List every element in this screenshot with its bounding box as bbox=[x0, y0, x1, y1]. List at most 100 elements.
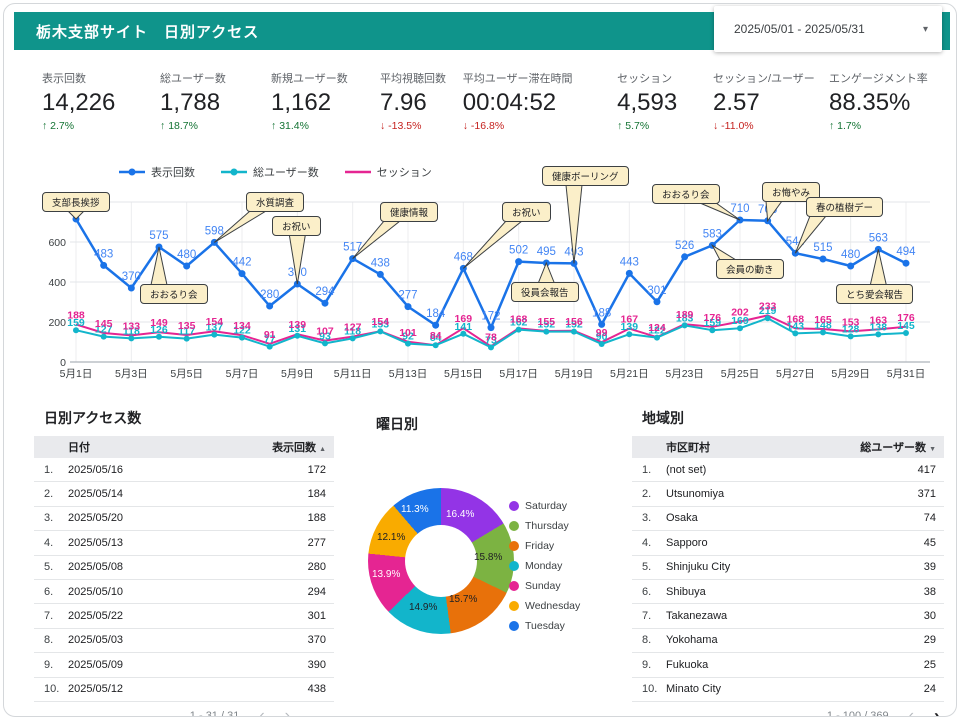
row-value: 280 bbox=[307, 561, 326, 574]
legend-item[interactable]: 総ユーザー数 bbox=[221, 164, 319, 180]
svg-text:143: 143 bbox=[787, 320, 805, 332]
table-row[interactable]: 5. Shinjuku City 39 bbox=[632, 556, 944, 580]
svg-text:149: 149 bbox=[150, 317, 168, 329]
row-value: 294 bbox=[307, 585, 326, 598]
kpi-value: 14,226 bbox=[42, 89, 116, 116]
row-number: 9. bbox=[44, 658, 54, 671]
prev-page-icon[interactable]: ‹ bbox=[908, 706, 914, 717]
date-range-picker[interactable]: 2025/05/01 - 2025/05/31 ▾ bbox=[714, 6, 942, 52]
svg-text:145: 145 bbox=[897, 320, 915, 332]
legend-swatch bbox=[221, 168, 247, 176]
svg-text:583: 583 bbox=[703, 228, 722, 240]
region-table-body: 1. (not set) 417 2. Utsunomiya 371 3. Osak… bbox=[632, 458, 944, 702]
row-key: 2025/05/13 bbox=[68, 536, 124, 549]
svg-text:134: 134 bbox=[233, 320, 251, 332]
table-row[interactable]: 3. Osaka 74 bbox=[632, 507, 944, 532]
kpi-label: セッション bbox=[617, 73, 673, 85]
kpi-delta: ↓ -13.5% bbox=[380, 120, 422, 132]
row-value: 39 bbox=[923, 561, 936, 574]
table-row[interactable]: 3. 2025/05/20 188 bbox=[34, 507, 334, 532]
legend-item[interactable]: 表示回数 bbox=[119, 164, 195, 180]
row-value: 188 bbox=[307, 512, 326, 525]
table-row[interactable]: 2. Utsunomiya 371 bbox=[632, 482, 944, 507]
weekday-legend-item[interactable]: Friday bbox=[509, 540, 580, 552]
weekday-legend-item[interactable]: Tuesday bbox=[509, 620, 580, 632]
row-key: Shinjuku City bbox=[666, 561, 731, 574]
region-table-header: 市区町村 総ユーザー数 ▼ bbox=[632, 436, 944, 458]
table-row[interactable]: 4. 2025/05/13 277 bbox=[34, 531, 334, 556]
table-row[interactable]: 7. 2025/05/22 301 bbox=[34, 604, 334, 629]
chart-annotation: 会員の動き bbox=[716, 259, 784, 279]
chart-annotation: 水質調査 bbox=[246, 192, 305, 212]
timeseries-chart-panel: 表示回数 総ユーザー数 セッション 02004006008005月1日5月3日5… bbox=[24, 154, 944, 389]
table-row[interactable]: 6. Shibuya 38 bbox=[632, 580, 944, 605]
views-column-header[interactable]: 表示回数 ▲ bbox=[272, 442, 326, 454]
date-column-header[interactable]: 日付 bbox=[68, 442, 90, 454]
table-row[interactable]: 7. Takanezawa 30 bbox=[632, 604, 944, 629]
daily-access-table-panel: 日別アクセス数 日付 表示回数 ▲ 1. 2025/05/16 172 2. 202… bbox=[34, 404, 334, 717]
page-range-label: 1 - 31 / 31 bbox=[189, 709, 240, 717]
weekday-legend-item[interactable]: Saturday bbox=[509, 500, 580, 512]
svg-text:5月11日: 5月11日 bbox=[334, 368, 372, 380]
legend-item[interactable]: セッション bbox=[344, 164, 432, 180]
svg-text:168: 168 bbox=[787, 313, 805, 325]
row-value: 29 bbox=[923, 634, 936, 647]
table-row[interactable]: 2. 2025/05/14 184 bbox=[34, 482, 334, 507]
weekday-legend-item[interactable]: Sunday bbox=[509, 580, 580, 592]
row-value: 172 bbox=[307, 463, 326, 476]
table-row[interactable]: 1. (not set) 417 bbox=[632, 458, 944, 483]
svg-text:495: 495 bbox=[537, 246, 556, 258]
timeseries-chart[interactable]: 02004006008005月1日5月3日5月5日5月7日5月9日5月11日5月… bbox=[24, 154, 944, 386]
table-row[interactable]: 4. Sapporo 45 bbox=[632, 531, 944, 556]
row-value: 390 bbox=[307, 658, 326, 671]
prev-page-icon[interactable]: ‹ bbox=[259, 706, 265, 717]
svg-text:502: 502 bbox=[509, 245, 528, 257]
row-number: 10. bbox=[642, 683, 658, 696]
row-key: 2025/05/03 bbox=[68, 634, 124, 647]
table-row[interactable]: 8. 2025/05/03 370 bbox=[34, 629, 334, 654]
city-column-header[interactable]: 市区町村 bbox=[666, 442, 710, 454]
next-page-icon[interactable]: › bbox=[934, 705, 940, 717]
table-row[interactable]: 5. 2025/05/08 280 bbox=[34, 556, 334, 580]
table-row[interactable]: 1. 2025/05/16 172 bbox=[34, 458, 334, 483]
daily-table-body: 1. 2025/05/16 172 2. 2025/05/14 184 3. 202… bbox=[34, 458, 334, 702]
weekday-donut-chart[interactable] bbox=[368, 488, 514, 634]
svg-text:145: 145 bbox=[95, 318, 113, 330]
svg-text:438: 438 bbox=[371, 257, 390, 269]
legend-label: Friday bbox=[525, 540, 555, 552]
sort-desc-icon: ▼ bbox=[929, 446, 936, 453]
svg-text:124: 124 bbox=[648, 322, 666, 334]
svg-text:155: 155 bbox=[538, 316, 556, 328]
legend-color-dot bbox=[509, 581, 519, 591]
row-value: 25 bbox=[923, 658, 936, 671]
chart-annotation: 役員会報告 bbox=[511, 282, 579, 302]
donut-percent-label: 16.4% bbox=[446, 509, 475, 520]
row-number: 8. bbox=[44, 634, 54, 647]
svg-text:107: 107 bbox=[316, 326, 334, 338]
row-value: 24 bbox=[923, 683, 936, 696]
weekday-legend-item[interactable]: Monday bbox=[509, 560, 580, 572]
svg-text:156: 156 bbox=[565, 316, 583, 328]
users-column-header[interactable]: 総ユーザー数 ▼ bbox=[860, 442, 936, 454]
svg-text:5月1日: 5月1日 bbox=[60, 368, 93, 380]
next-page-icon[interactable]: › bbox=[284, 706, 290, 717]
table-row[interactable]: 6. 2025/05/10 294 bbox=[34, 580, 334, 605]
donut-percent-label: 14.9% bbox=[409, 602, 438, 613]
svg-text:152: 152 bbox=[565, 319, 583, 331]
row-number: 2. bbox=[44, 488, 54, 501]
table-row[interactable]: 10. 2025/05/12 438 bbox=[34, 678, 334, 702]
table-row[interactable]: 8. Yokohama 29 bbox=[632, 629, 944, 654]
legend-label: Tuesday bbox=[525, 620, 565, 632]
svg-text:5月21日: 5月21日 bbox=[610, 368, 649, 380]
table-row[interactable]: 9. 2025/05/09 390 bbox=[34, 653, 334, 678]
row-key: Sapporo bbox=[666, 536, 708, 549]
kpi-value: 2.57 bbox=[712, 89, 760, 116]
kpi-label: 平均ユーザー滞在時間 bbox=[462, 73, 573, 85]
svg-text:152: 152 bbox=[538, 319, 556, 331]
kpi-value: 4,593 bbox=[617, 89, 678, 116]
table-row[interactable]: 10. Minato City 24 bbox=[632, 678, 944, 702]
weekday-legend-item[interactable]: Wednesday bbox=[509, 600, 580, 612]
svg-text:162: 162 bbox=[510, 317, 528, 329]
weekday-legend-item[interactable]: Thursday bbox=[509, 520, 580, 532]
table-row[interactable]: 9. Fukuoka 25 bbox=[632, 653, 944, 678]
